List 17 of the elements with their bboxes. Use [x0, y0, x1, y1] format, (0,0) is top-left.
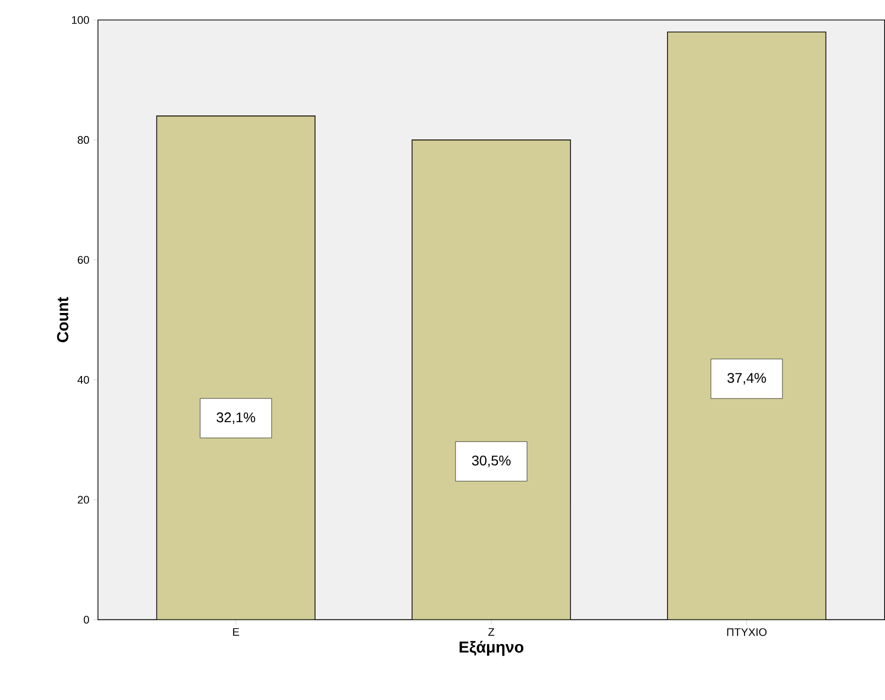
x-tick-label: Ε [233, 628, 240, 636]
y-tick-label: 60 [78, 256, 90, 264]
annotation: 37,4% [727, 373, 766, 385]
y-tick-label: 100 [72, 16, 90, 24]
y-tick-label: 80 [78, 136, 90, 144]
y-tick-label: 20 [78, 496, 90, 504]
y-tick-label: 40 [78, 376, 90, 384]
annotation: 30,5% [472, 456, 511, 468]
bar [667, 32, 826, 620]
x-axis-title: Εξάμηνο [460, 640, 524, 656]
y-axis-title: Count [57, 297, 68, 342]
x-tick-label: Ζ [488, 628, 494, 636]
x-tick-label: ΠΤΥΧΙΟ [727, 628, 767, 636]
bar [156, 116, 316, 620]
bar [412, 140, 571, 620]
annotation: 32,1% [216, 412, 256, 424]
y-tick-label: 0 [84, 616, 90, 624]
